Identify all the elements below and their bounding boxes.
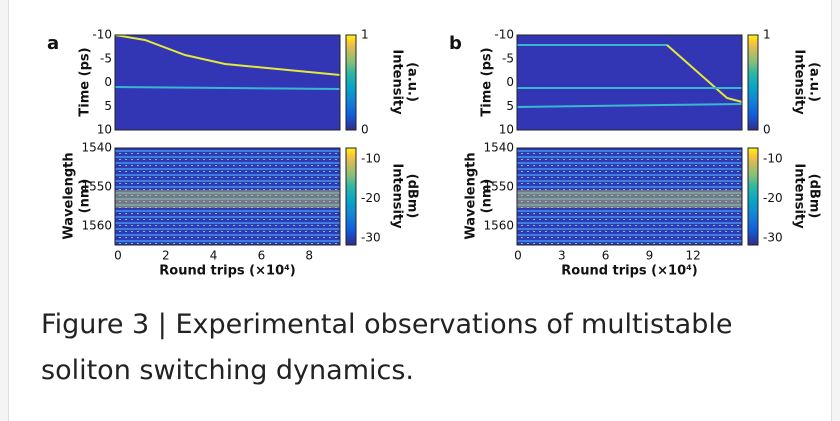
heatmap xyxy=(115,148,340,245)
colorbar-label: Intensity xyxy=(792,49,807,115)
y-tick-label: 1550 xyxy=(483,180,514,194)
colorbar-label: Intensity xyxy=(390,49,405,115)
y-tick-label: 1540 xyxy=(483,141,514,155)
colorbar-tick-label: -20 xyxy=(763,191,783,205)
heatmap-frame xyxy=(114,34,341,131)
colorbar-tick-label: 0 xyxy=(361,123,369,137)
colorbar-tick-label: -30 xyxy=(361,231,381,245)
heatmap-band xyxy=(115,190,340,208)
panel-label: b xyxy=(449,33,462,54)
x-tick-label: 6 xyxy=(602,249,610,263)
figure-card: a -10 -5 0 5 10 1 0 Intensity (a.u.) Time (ps) 1540… xyxy=(8,0,832,421)
y-axis-label: Time (ps) xyxy=(480,47,495,116)
x-tick-label: 3 xyxy=(558,249,566,263)
heatmap-frame xyxy=(516,34,743,131)
colorbar-tick-label: 1 xyxy=(361,28,369,42)
y-tick-label: 10 xyxy=(97,123,112,137)
heatmap-band xyxy=(517,190,742,208)
x-tick-label: 0 xyxy=(514,249,522,263)
y-tick-label: 5 xyxy=(104,99,112,113)
y-tick-label: -10 xyxy=(92,28,112,42)
x-axis-label: Round trips (×10⁴) xyxy=(159,264,296,279)
y-axis-label: (nm) xyxy=(480,179,495,214)
x-tick-label: 8 xyxy=(305,249,313,263)
heatmap-trace xyxy=(516,103,743,108)
colorbar-label: (a.u.) xyxy=(807,62,822,102)
x-tick-label: 2 xyxy=(162,249,170,263)
colorbar-label: (dBm) xyxy=(405,174,420,219)
y-tick-label: 0 xyxy=(506,75,514,89)
colorbar xyxy=(345,34,357,131)
caption: Figure 3 | Experimental observations of … xyxy=(41,309,733,386)
heatmap xyxy=(517,35,742,130)
y-tick-label: -5 xyxy=(100,51,112,65)
x-axis-label: Round trips (×10⁴) xyxy=(561,264,698,279)
y-tick-label: 1540 xyxy=(81,141,112,155)
colorbar-label: Intensity xyxy=(792,163,807,229)
x-tick-label: 12 xyxy=(686,249,701,263)
colorbar-tick-label: -30 xyxy=(763,231,783,245)
y-tick-label: 1550 xyxy=(81,180,112,194)
colorbar-tick-label: -10 xyxy=(361,152,381,166)
x-tick-label: 0 xyxy=(114,249,122,263)
colorbar xyxy=(345,147,357,246)
heatmap-trace xyxy=(666,44,743,103)
y-tick-label: 0 xyxy=(104,75,112,89)
y-axis-label: (nm) xyxy=(78,179,93,214)
colorbar-tick-label: 1 xyxy=(763,28,771,42)
heatmap-trace xyxy=(114,86,341,90)
colorbar-tick-label: -20 xyxy=(361,191,381,205)
y-axis-label: Time (ps) xyxy=(78,47,93,116)
colorbar-label: Intensity xyxy=(390,163,405,229)
colorbar xyxy=(747,34,759,131)
y-tick-label: -10 xyxy=(494,28,514,42)
heatmap-frame xyxy=(516,147,743,246)
colorbar-label: (a.u.) xyxy=(405,62,420,102)
x-tick-label: 6 xyxy=(258,249,266,263)
colorbar xyxy=(747,147,759,246)
y-axis-label: Wavelength xyxy=(464,152,479,239)
colorbar-tick-label: 0 xyxy=(763,123,771,137)
y-tick-label: -5 xyxy=(502,51,514,65)
x-tick-label: 4 xyxy=(210,249,218,263)
y-tick-label: 1560 xyxy=(81,219,112,233)
y-tick-label: 1560 xyxy=(483,219,514,233)
heatmap xyxy=(115,35,340,130)
y-tick-label: 5 xyxy=(506,99,514,113)
heatmap-trace xyxy=(114,34,341,76)
colorbar-label: (dBm) xyxy=(807,174,822,219)
x-tick-label: 9 xyxy=(646,249,654,263)
y-axis-label: Wavelength xyxy=(62,152,77,239)
y-tick-label: 10 xyxy=(499,123,514,137)
panel-label: a xyxy=(47,33,59,54)
colorbar-tick-label: -10 xyxy=(763,152,783,166)
heatmap xyxy=(517,148,742,245)
heatmap-frame xyxy=(114,147,341,246)
